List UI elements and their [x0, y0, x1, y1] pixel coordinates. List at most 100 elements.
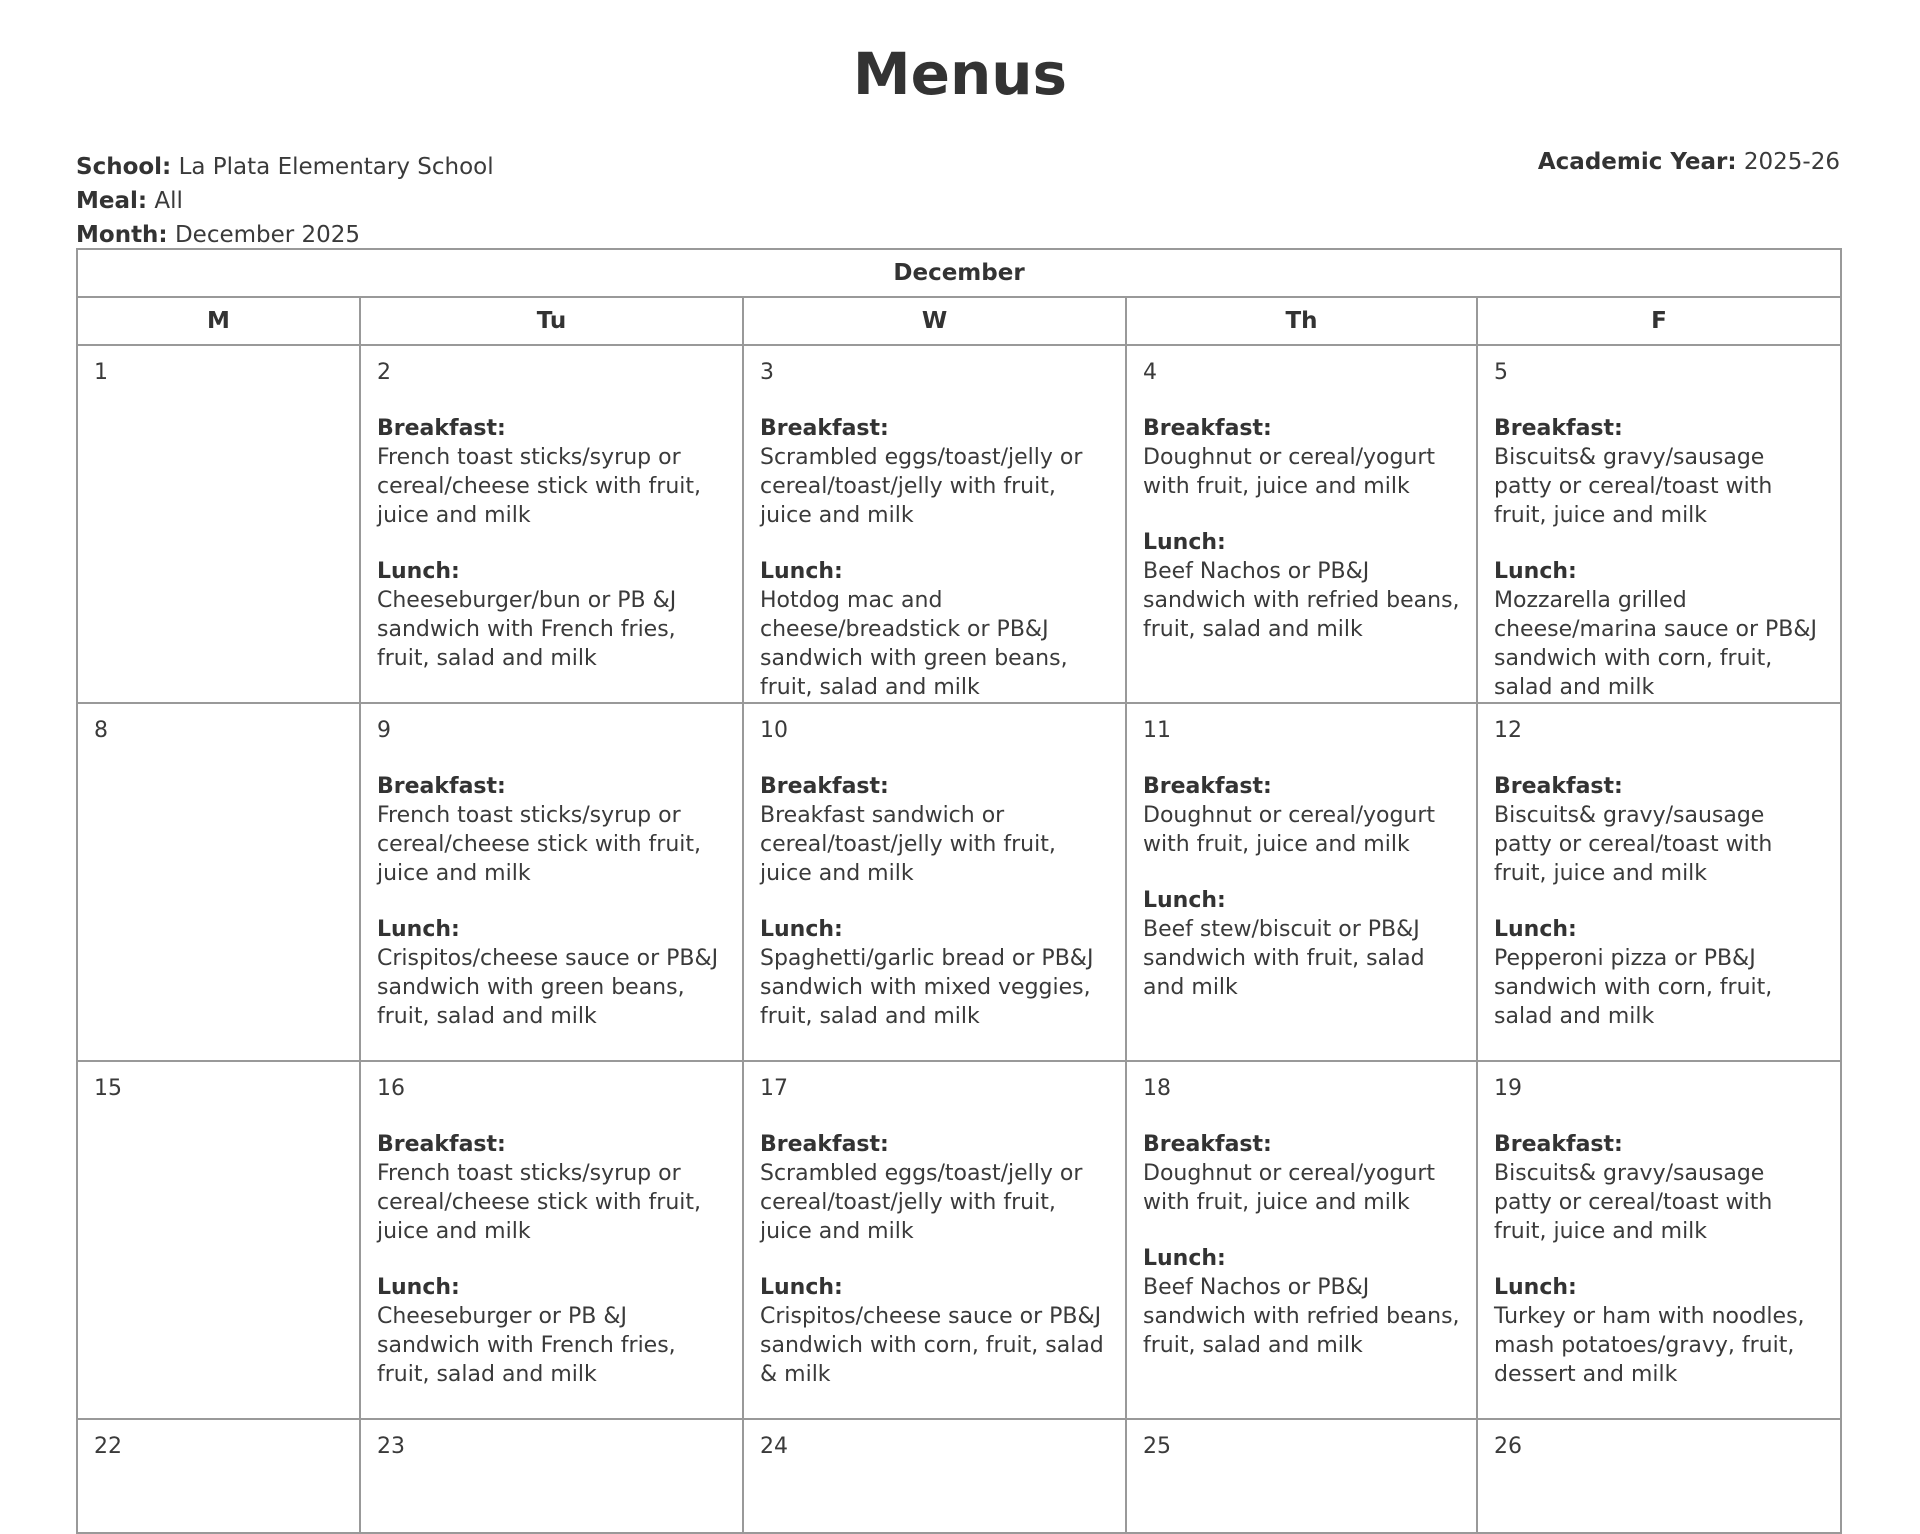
day-number: 19 [1494, 1076, 1522, 1101]
lunch-menu: Beef Nachos or PB&J sandwich with refrie… [1143, 559, 1460, 642]
breakfast-menu: Doughnut or cereal/yogurt with fruit, ju… [1143, 803, 1436, 857]
day-cell: 9 Breakfast: French toast sticks/syrup or … [359, 702, 744, 1062]
breakfast-label: Breakfast: [1143, 1132, 1272, 1157]
day-number: 16 [377, 1076, 405, 1101]
lunch-label: Lunch: [1494, 917, 1577, 942]
breakfast-label: Breakfast: [377, 416, 506, 441]
day-cell: 23 [359, 1418, 744, 1534]
breakfast-label: Breakfast: [1143, 774, 1272, 799]
lunch-label: Lunch: [377, 917, 460, 942]
meal-value: All [154, 188, 183, 214]
day-number: 1 [94, 360, 108, 385]
month-info: Month: December 2025 [76, 222, 361, 248]
breakfast-menu: Biscuits& gravy/sausage patty or cereal/… [1494, 1161, 1773, 1244]
lunch-menu: Crispitos/cheese sauce or PB&J sandwich … [760, 1304, 1104, 1387]
weekday-header: Tu [359, 296, 744, 346]
lunch-label: Lunch: [377, 1275, 460, 1300]
breakfast-label: Breakfast: [1494, 1132, 1623, 1157]
month-value: December 2025 [174, 222, 361, 248]
lunch-label: Lunch: [1143, 888, 1226, 913]
breakfast-menu: Doughnut or cereal/yogurt with fruit, ju… [1143, 445, 1436, 499]
lunch-menu: Pepperoni pizza or PB&J sandwich with co… [1494, 946, 1773, 1029]
academic-year-info: Academic Year: 2025-26 [1537, 149, 1840, 175]
school-name: La Plata Elementary School [178, 154, 494, 180]
week-row: 22 23 24 25 26 [76, 1418, 1843, 1534]
breakfast-label: Breakfast: [377, 1132, 506, 1157]
day-cell: 4 Breakfast: Doughnut or cereal/yogurt wit… [1125, 344, 1478, 704]
day-cell: 2 Breakfast: French toast sticks/syrup or … [359, 344, 744, 704]
day-cell: 8 [76, 702, 361, 1062]
day-cell: 22 [76, 1418, 361, 1534]
menu-calendar: December M Tu W Th F 1 2 Breakfast: French toas… [75, 248, 1843, 1534]
day-cell: 10 Breakfast: Breakfast sandwich or cereal… [742, 702, 1127, 1062]
lunch-menu: Beef stew/biscuit or PB&J sandwich with … [1143, 917, 1425, 1000]
day-cell: 19 Breakfast: Biscuits& gravy/sausage patt… [1475, 1060, 1843, 1420]
day-number: 17 [760, 1076, 788, 1101]
school-info: School: La Plata Elementary School [76, 154, 494, 180]
academic-year: 2025-26 [1743, 149, 1840, 175]
day-cell: 11 Breakfast: Doughnut or cereal/yogurt wi… [1125, 702, 1478, 1062]
day-number: 26 [1494, 1434, 1522, 1459]
day-cell: 1 [76, 344, 361, 704]
day-number: 9 [377, 718, 391, 743]
week-row: 8 9 Breakfast: French toast sticks/syrup or… [76, 702, 1843, 1062]
day-number: 25 [1143, 1434, 1171, 1459]
day-cell: 16 Breakfast: French toast sticks/syrup or… [359, 1060, 744, 1420]
breakfast-menu: French toast sticks/syrup or cereal/chee… [377, 803, 701, 886]
breakfast-menu: Doughnut or cereal/yogurt with fruit, ju… [1143, 1161, 1436, 1215]
day-number: 12 [1494, 718, 1522, 743]
lunch-label: Lunch: [760, 917, 843, 942]
day-cell: 24 [742, 1418, 1127, 1534]
day-number: 3 [760, 360, 774, 385]
day-cell: 3 Breakfast: Scrambled eggs/toast/jelly or… [742, 344, 1127, 704]
lunch-label: Lunch: [1494, 1275, 1577, 1300]
meal-info: Meal: All [76, 188, 183, 214]
lunch-menu: Beef Nachos or PB&J sandwich with refrie… [1143, 1275, 1460, 1358]
page-title: Menus [852, 40, 1068, 108]
day-number: 10 [760, 718, 788, 743]
day-cell: 26 [1475, 1418, 1843, 1534]
lunch-menu: Crispitos/cheese sauce or PB&J sandwich … [377, 946, 719, 1029]
breakfast-label: Breakfast: [377, 774, 506, 799]
day-number: 5 [1494, 360, 1508, 385]
breakfast-menu: French toast sticks/syrup or cereal/chee… [377, 445, 701, 528]
day-number: 18 [1143, 1076, 1171, 1101]
lunch-label: Lunch: [1143, 530, 1226, 555]
breakfast-label: Breakfast: [760, 416, 889, 441]
weekday-header: F [1475, 296, 1843, 346]
breakfast-label: Breakfast: [1494, 774, 1623, 799]
week-row: 1 2 Breakfast: French toast sticks/syrup or… [76, 344, 1843, 704]
day-number: 8 [94, 718, 108, 743]
day-cell: 15 [76, 1060, 361, 1420]
lunch-label: Lunch: [760, 559, 843, 584]
lunch-label: Lunch: [377, 559, 460, 584]
lunch-menu: Cheeseburger or PB &J sandwich with Fren… [377, 1304, 676, 1387]
breakfast-label: Breakfast: [760, 1132, 889, 1157]
lunch-menu: Spaghetti/garlic bread or PB&J sandwich … [760, 946, 1094, 1029]
breakfast-label: Breakfast: [1494, 416, 1623, 441]
day-number: 15 [94, 1076, 122, 1101]
weekday-header: W [742, 296, 1127, 346]
weekday-header: M [76, 296, 361, 346]
breakfast-menu: French toast sticks/syrup or cereal/chee… [377, 1161, 701, 1244]
day-number: 2 [377, 360, 391, 385]
day-cell: 18 Breakfast: Doughnut or cereal/yogurt wi… [1125, 1060, 1478, 1420]
calendar-month-header: December [75, 248, 1843, 298]
day-number: 22 [94, 1434, 122, 1459]
weekday-header: Th [1125, 296, 1478, 346]
day-number: 4 [1143, 360, 1157, 385]
day-number: 11 [1143, 718, 1171, 743]
weekday-header-row: M Tu W Th F [76, 296, 1843, 346]
breakfast-menu: Breakfast sandwich or cereal/toast/jelly… [760, 803, 1056, 886]
breakfast-label: Breakfast: [1143, 416, 1272, 441]
breakfast-menu: Biscuits& gravy/sausage patty or cereal/… [1494, 445, 1773, 528]
day-cell: 25 [1125, 1418, 1478, 1534]
lunch-menu: Turkey or ham with noodles, mash potatoe… [1494, 1304, 1805, 1387]
lunch-label: Lunch: [1143, 1246, 1226, 1271]
breakfast-label: Breakfast: [760, 774, 889, 799]
lunch-label: Lunch: [760, 1275, 843, 1300]
menu-info: School: La Plata Elementary School Meal:… [76, 150, 494, 252]
lunch-label: Lunch: [1494, 559, 1577, 584]
day-cell: 5 Breakfast: Biscuits& gravy/sausage patty… [1475, 344, 1843, 704]
day-cell: 12 Breakfast: Biscuits& gravy/sausage patt… [1475, 702, 1843, 1062]
